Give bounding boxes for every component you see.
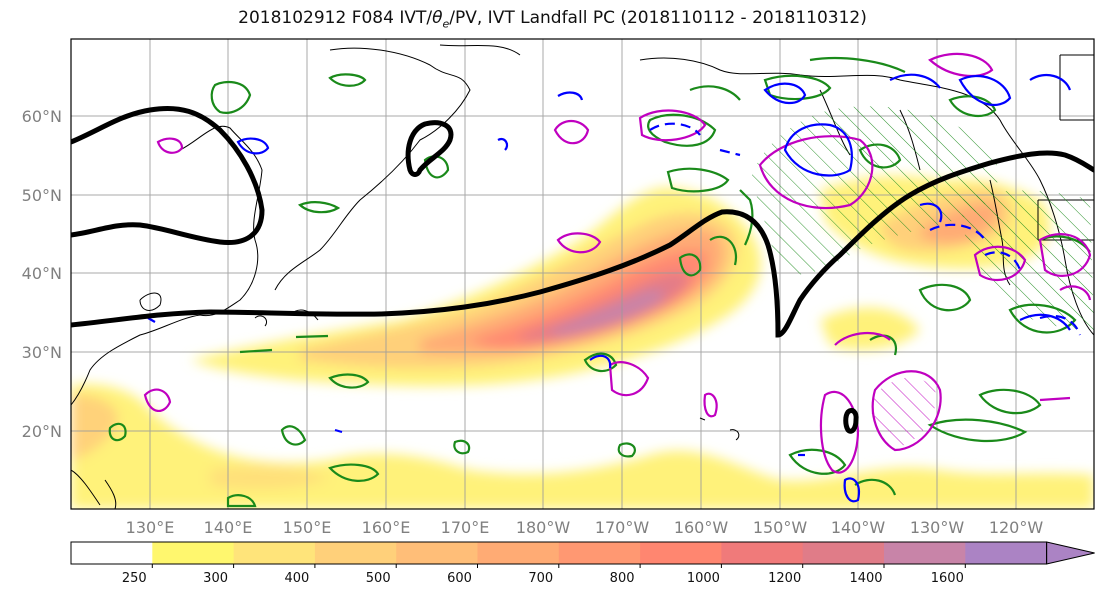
lon-label: 170°W: [595, 518, 650, 537]
colorbar-tick-label: 1600: [931, 571, 964, 586]
lon-label: 150°E: [283, 518, 332, 537]
pv-contours-blue-dashed: [649, 122, 1082, 336]
colorbar-segment: [802, 542, 885, 564]
plot-title: 2018102912 F084 IVT/θe/PV, IVT Landfall …: [0, 8, 1105, 30]
title-suffix: /PV, IVT Landfall PC (2018110112 - 20181…: [449, 8, 867, 28]
colorbar-segment: [233, 542, 316, 564]
theta-e-contours: [143, 52, 1092, 474]
lat-label: 40°N: [22, 264, 62, 283]
colorbar-tick-label: 500: [366, 571, 391, 586]
colorbar: 250 300 400 500 600 700 800 1000 1200 1400 1600: [70, 541, 1095, 586]
colorbar-segment: [477, 542, 560, 564]
colorbar-tick-label: 1400: [849, 571, 882, 586]
title-theta: θ: [432, 8, 443, 28]
colorbar-segment: [314, 542, 397, 564]
lon-label: 170°E: [441, 518, 490, 537]
colorbar-segment: [884, 542, 966, 564]
colorbar-tick-label: 800: [610, 571, 635, 586]
lat-label: 20°N: [22, 422, 62, 441]
colorbar-tick-label: 1000: [687, 571, 720, 586]
colorbar-extend-arrow: [1046, 541, 1095, 565]
pv-hatched-region: [752, 106, 1094, 446]
title-subscript: e: [442, 17, 450, 31]
colorbar-segment: [152, 542, 235, 564]
colorbar-tick-label: 400: [284, 571, 309, 586]
lon-label: 180°W: [516, 518, 571, 537]
lon-label: 120°W: [989, 518, 1044, 537]
colorbar-segment: [558, 542, 641, 564]
colorbar-segment: [640, 542, 722, 564]
colorbar-segment: [71, 542, 153, 564]
colorbar-segment: [965, 542, 1048, 564]
lat-label: 50°N: [22, 186, 62, 205]
lon-label: 130°W: [910, 518, 965, 537]
lon-label: 130°E: [126, 518, 175, 537]
map-frame: [70, 38, 1095, 510]
ivt-landfall-contour: [71, 105, 1094, 434]
colorbar-tick-label: 300: [203, 571, 228, 586]
lon-label: 160°E: [362, 518, 411, 537]
pv-contours-green: [108, 57, 1091, 508]
lon-label: 140°W: [831, 518, 886, 537]
latitude-labels: 60°N 50°N 40°N 30°N 20°N: [22, 107, 62, 441]
colorbar-segment: [396, 542, 478, 564]
colorbar-tick-label: 700: [528, 571, 553, 586]
longitude-labels: 130°E 140°E 150°E 160°E 170°E 180°W 170°…: [126, 518, 1044, 537]
lat-label: 60°N: [22, 107, 62, 126]
title-prefix: 2018102912 F084 IVT/: [238, 8, 433, 28]
colorbar-tick-label: 600: [447, 571, 472, 586]
lon-label: 140°E: [204, 518, 253, 537]
colorbar-segment: [721, 542, 804, 564]
colorbar-tick-label: 1200: [768, 571, 801, 586]
lat-label: 30°N: [22, 343, 62, 362]
colorbar-tick-label: 250: [122, 571, 147, 586]
lon-label: 160°W: [674, 518, 729, 537]
lon-label: 150°W: [753, 518, 808, 537]
